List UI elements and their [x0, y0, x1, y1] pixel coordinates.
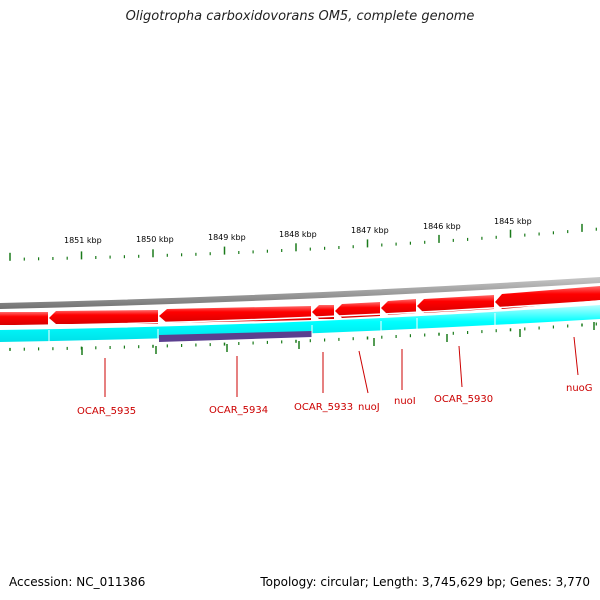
gene-label-nuoG: nuoG — [566, 383, 593, 394]
scale-label-1845: 1845 kbp — [494, 217, 532, 226]
gene-label-OCAR_5935: OCAR_5935 — [77, 406, 136, 417]
scale-label-1846: 1846 kbp — [423, 222, 461, 231]
scale-ticks-bottom — [9, 322, 597, 355]
gene-nuoJ[interactable] — [312, 305, 334, 319]
gene-nuoF[interactable] — [495, 286, 600, 309]
gene-OCAR_5935[interactable] — [0, 312, 48, 325]
reverse-gene-track — [0, 305, 600, 342]
scale-label-1850: 1850 kbp — [136, 235, 174, 244]
scale-label-1851: 1851 kbp — [64, 236, 102, 245]
genome-backbone — [0, 277, 600, 309]
gene-label-OCAR_5934: OCAR_5934 — [209, 405, 268, 416]
gene-OCAR_5930[interactable] — [381, 299, 416, 315]
gene-highlight[interactable] — [159, 331, 312, 342]
scale-label-1848: 1848 kbp — [279, 230, 317, 239]
scale-ticks-top — [9, 223, 597, 261]
gene-OCAR_5934-forward[interactable] — [49, 310, 158, 324]
scale-label-1847: 1847 kbp — [351, 226, 389, 235]
gene-label-OCAR_5930: OCAR_5930 — [434, 394, 493, 405]
gene-label-OCAR_5933: OCAR_5933 — [294, 402, 353, 413]
forward-gene-track — [0, 286, 600, 327]
accession-text: Accession: NC_011386 — [9, 575, 146, 589]
scale-label-1849: 1849 kbp — [208, 233, 246, 242]
genome-summary-text: Topology: circular; Length: 3,745,629 bp… — [260, 575, 590, 589]
map-title: Oligotropha carboxidovorans OM5, complet… — [125, 9, 475, 24]
cyan-track[interactable] — [0, 305, 600, 342]
gene-label-nuoI: nuoI — [394, 396, 416, 407]
gene-leader-lines — [104, 336, 579, 397]
gene-label-nuoJ: nuoJ — [358, 402, 380, 413]
